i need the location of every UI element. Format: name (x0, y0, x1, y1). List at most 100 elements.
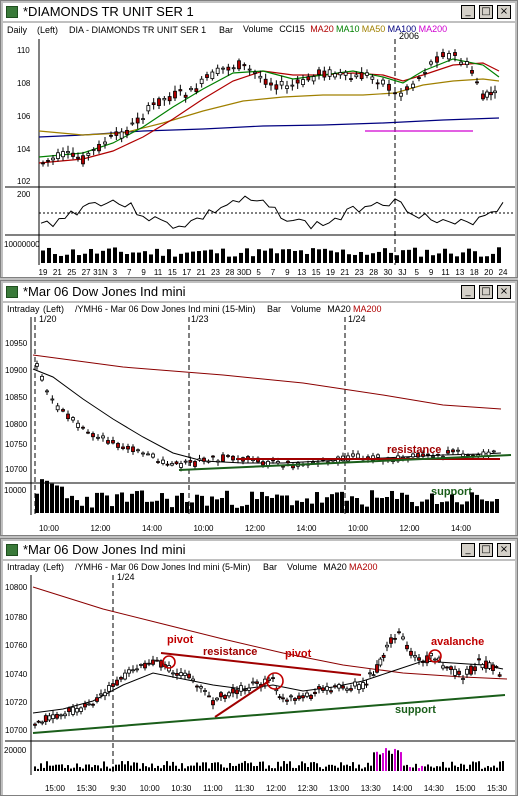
title-bar[interactable]: *DIAMONDS TR UNIT SER 1 _ □ × (3, 3, 515, 21)
volume-bar (163, 765, 165, 771)
candle-body (119, 131, 124, 139)
candle-body (189, 87, 193, 91)
candle-body (349, 78, 353, 80)
symbol-label: DIA - DIAMONDS TR UNIT SER 1 (69, 25, 206, 35)
volume-bar (365, 506, 369, 513)
chart-app-icon[interactable] (6, 6, 18, 18)
volume-bar (83, 253, 87, 263)
study-label: MA50 (362, 24, 386, 34)
study-legend: Volume MA20 MA200 (291, 304, 382, 314)
session-label: 1/23 (191, 314, 209, 324)
volume-bar (379, 754, 381, 771)
volume-bar (350, 496, 354, 513)
axis-tick-label: 10:00 (140, 784, 161, 793)
close-button[interactable]: × (497, 543, 511, 557)
close-button[interactable]: × (497, 285, 511, 299)
candle-body (357, 684, 361, 690)
maximize-button[interactable]: □ (479, 5, 493, 19)
volume-bar (337, 767, 339, 771)
volume-bar (95, 492, 99, 513)
candle-body (151, 102, 156, 106)
volume-bar (61, 764, 63, 771)
volume-bar (100, 768, 102, 771)
candle-body (375, 82, 380, 85)
axis-tick-label: 31N (93, 268, 108, 277)
candle-body (219, 692, 223, 698)
volume-bar (46, 761, 48, 771)
volume-bar (496, 767, 498, 771)
chart-canvas[interactable]: Daily (Left) DIA - DIAMONDS TR UNIT SER … (3, 23, 515, 277)
candle-body (285, 85, 289, 89)
candle-body (445, 666, 449, 669)
study-legend: Volume MA20 MA200 (287, 562, 378, 572)
chart-canvas[interactable]: Intraday (Left) /YMH6 - Mar 06 Dow Jones… (3, 561, 515, 795)
candle-body (242, 64, 247, 67)
title-bar[interactable]: *Mar 06 Dow Jones Ind mini _ □ × (3, 283, 515, 301)
study-label: Volume (291, 304, 321, 314)
study-label: MA200 (349, 562, 378, 572)
volume-bar (349, 765, 351, 771)
candle-body (470, 70, 474, 74)
chart-app-icon[interactable] (6, 286, 18, 298)
volume-bar (112, 766, 114, 771)
volume-bar (310, 503, 314, 513)
volume-bar (119, 251, 123, 263)
volume-bar (502, 761, 504, 771)
candle-body (143, 662, 147, 669)
candle-body (221, 67, 225, 70)
pivot-marker (162, 655, 176, 669)
candle-body (309, 694, 313, 699)
candle-body (157, 98, 161, 106)
volume-bar (329, 250, 333, 263)
volume-bar (85, 764, 87, 771)
candle-body (59, 714, 63, 717)
volume-bar (259, 761, 261, 771)
chart-app-icon[interactable] (6, 544, 18, 556)
volume-bar (140, 490, 144, 513)
candle-body (281, 697, 285, 700)
candle-body (119, 677, 123, 680)
candle-body (115, 679, 119, 686)
volume-bar (100, 492, 104, 513)
candle-body (431, 456, 435, 458)
candle-body (261, 461, 265, 466)
volume-bar (77, 255, 81, 263)
candle-body (237, 60, 241, 70)
candle-body (202, 457, 206, 462)
volume-bar (172, 761, 174, 771)
candle-body (353, 681, 357, 687)
price-tick: 10850 (5, 393, 28, 402)
maximize-button[interactable]: □ (479, 285, 493, 299)
volume-bar (203, 250, 207, 263)
candle-body (81, 426, 85, 429)
title-bar[interactable]: *Mar 06 Dow Jones Ind mini _ □ × (3, 541, 515, 559)
candle-body (86, 431, 90, 434)
axis-tick-label: 20 (484, 268, 493, 277)
candle-body (175, 673, 179, 676)
maximize-button[interactable]: □ (479, 543, 493, 557)
candle-body (487, 662, 492, 669)
candle-body (364, 683, 369, 686)
axis-tick-label: 23 (211, 268, 220, 277)
price-tick: 10800 (5, 420, 28, 429)
volume-bar (40, 479, 44, 513)
volume-bar (120, 492, 124, 513)
candle-body (194, 88, 199, 93)
volume-bar (480, 499, 484, 513)
minimize-button[interactable]: _ (461, 285, 475, 299)
chart-canvas[interactable]: Intraday (Left) /YMH6 - Mar 06 Dow Jones… (3, 303, 515, 535)
volume-bar (305, 498, 309, 513)
minimize-button[interactable]: _ (461, 543, 475, 557)
volume-bar (371, 253, 375, 263)
close-button[interactable]: × (497, 5, 511, 19)
avalanche-annotation: avalanche (431, 636, 484, 648)
volume-bar (270, 497, 274, 513)
minimize-button[interactable]: _ (461, 5, 475, 19)
candle-body (341, 685, 345, 689)
volume-bar (170, 507, 174, 513)
candle-body (139, 664, 143, 666)
volume-bar (295, 500, 299, 513)
volume-bar (293, 250, 297, 263)
axis-tick-label: 14:00 (296, 524, 317, 533)
volume-bar (262, 761, 264, 771)
